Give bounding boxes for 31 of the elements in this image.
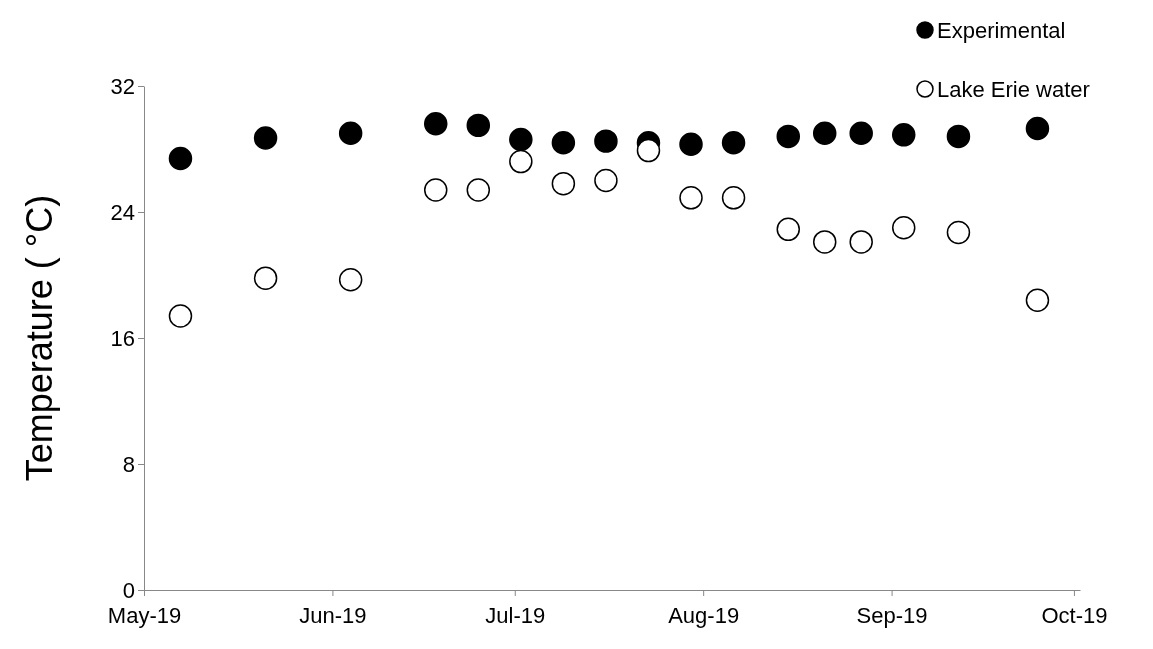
point: [776, 124, 801, 149]
point: [812, 121, 837, 145]
y-axis-title: Temperature ( °C): [19, 194, 60, 482]
point: [253, 126, 278, 150]
point: [721, 130, 746, 155]
y-tick-label: 0: [122, 577, 135, 603]
x-tick-label: Oct-19: [1041, 603, 1108, 629]
point: [1025, 116, 1050, 141]
point: [891, 123, 916, 147]
y-tick-label: 24: [110, 199, 135, 225]
x-tick-label: Aug-19: [668, 603, 740, 629]
legend-label: Lake Erie water: [937, 77, 1090, 102]
point: [551, 130, 576, 155]
point: [466, 113, 491, 138]
point: [679, 132, 703, 156]
point: [594, 129, 618, 153]
x-tick-label: Jun-19: [299, 603, 367, 629]
point: [636, 138, 661, 163]
x-tick-label: Sep-19: [856, 603, 928, 629]
y-tick-label: 8: [122, 451, 135, 477]
legend-label: Experimental: [937, 18, 1066, 43]
point: [168, 146, 193, 171]
point: [946, 124, 971, 149]
y-tick-label: 32: [110, 73, 135, 99]
y-tick-label: 16: [110, 325, 135, 351]
x-tick-label: May-19: [107, 603, 182, 629]
x-tick-label: Jul-19: [485, 603, 546, 629]
point: [423, 112, 448, 136]
point: [338, 121, 363, 145]
point: [849, 121, 873, 145]
point: [509, 127, 533, 152]
